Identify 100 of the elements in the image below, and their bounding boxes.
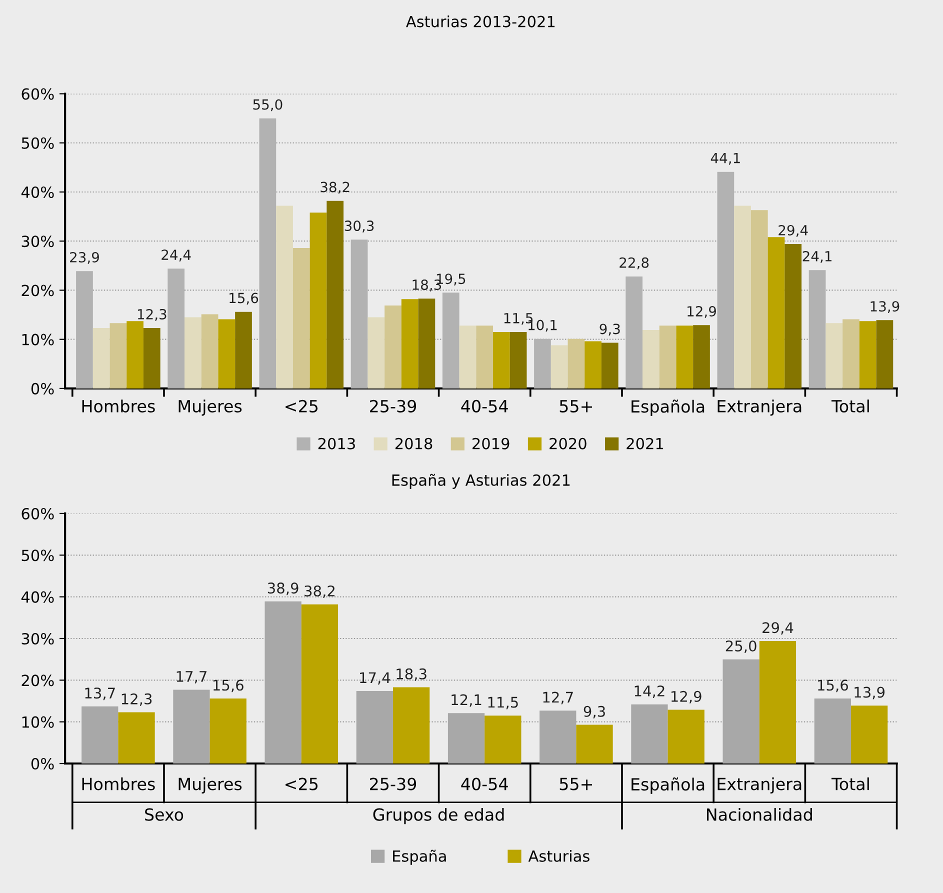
data-label: 24,4 bbox=[162, 250, 191, 262]
bar bbox=[510, 332, 527, 388]
bar bbox=[842, 319, 860, 388]
data-label: 14,2 bbox=[634, 685, 664, 698]
bar bbox=[459, 326, 476, 388]
data-label: 22,8 bbox=[620, 257, 649, 270]
bar bbox=[210, 698, 246, 764]
legend-label: 2021 bbox=[626, 438, 664, 450]
bar bbox=[584, 341, 602, 388]
bar bbox=[484, 716, 522, 764]
bar bbox=[676, 326, 694, 388]
bar bbox=[126, 321, 144, 388]
text: Nacionalidad bbox=[706, 808, 812, 821]
bar bbox=[493, 332, 510, 388]
bar bbox=[668, 710, 704, 764]
legend-label: 2019 bbox=[472, 438, 510, 450]
bar bbox=[722, 659, 760, 764]
bar bbox=[264, 601, 302, 764]
bar bbox=[784, 244, 802, 388]
bar bbox=[626, 276, 643, 388]
data-label: 29,4 bbox=[762, 622, 794, 635]
data-label: 11,5 bbox=[488, 696, 518, 710]
data-label: 23,9 bbox=[70, 252, 99, 264]
bar bbox=[876, 320, 894, 388]
x-tick-label: <25 bbox=[286, 400, 318, 412]
bar bbox=[310, 212, 327, 388]
bar bbox=[110, 323, 127, 388]
y-tick-label: 10% bbox=[22, 716, 54, 728]
bar bbox=[759, 640, 796, 764]
data-label: 25,0 bbox=[726, 640, 756, 653]
x-tick-label: Extranjera bbox=[718, 777, 802, 794]
data-label: 15,6 bbox=[230, 292, 258, 305]
legend-label: 2020 bbox=[550, 438, 586, 450]
data-label: 12,9 bbox=[671, 690, 702, 704]
bar bbox=[301, 604, 338, 764]
bar bbox=[734, 206, 751, 388]
data-label: 24,1 bbox=[802, 250, 832, 263]
x-tick-label: 55+ bbox=[560, 778, 592, 790]
x-tick-label: Hombres bbox=[82, 777, 155, 790]
bar bbox=[808, 270, 826, 388]
legend-label: 2018 bbox=[395, 438, 432, 450]
y-tick-label: 30% bbox=[22, 632, 54, 645]
bar bbox=[326, 200, 344, 388]
bar bbox=[218, 319, 236, 388]
x-tick-label: 25-39 bbox=[370, 778, 416, 790]
bar bbox=[659, 326, 676, 388]
y-tick-label: 30% bbox=[22, 236, 54, 248]
chart-title: España y Asturias 2021 bbox=[392, 474, 570, 489]
data-label: 38,2 bbox=[304, 585, 334, 598]
y-tick-label: 20% bbox=[22, 284, 54, 296]
x-tick-label: Mujeres bbox=[178, 777, 242, 794]
data-label: 15,6 bbox=[213, 680, 244, 692]
bar bbox=[418, 298, 436, 388]
data-label: 9,3 bbox=[584, 706, 605, 718]
data-label: 12,3 bbox=[122, 693, 152, 706]
text: Grupos de edad bbox=[373, 808, 504, 824]
bar bbox=[392, 687, 430, 764]
bar bbox=[442, 292, 460, 388]
legend-label: 2013 bbox=[318, 438, 355, 450]
bar bbox=[717, 172, 734, 388]
bar bbox=[476, 326, 494, 388]
x-tick-label: 25-39 bbox=[370, 400, 416, 412]
data-label: 17,7 bbox=[176, 671, 206, 684]
x-tick-label: 55+ bbox=[560, 400, 592, 412]
y-tick-label: 50% bbox=[22, 137, 54, 149]
bar bbox=[642, 330, 660, 388]
bar bbox=[76, 271, 93, 388]
data-label: 17,4 bbox=[360, 672, 390, 685]
bar bbox=[859, 321, 876, 388]
x-tick-label: 40-54 bbox=[461, 778, 508, 790]
bar bbox=[350, 240, 368, 388]
x-tick-label: <25 bbox=[286, 778, 318, 790]
data-label: 29,4 bbox=[778, 224, 808, 237]
data-label: 44,1 bbox=[710, 152, 740, 165]
bar bbox=[356, 691, 393, 764]
bar bbox=[448, 713, 485, 764]
bar bbox=[92, 328, 110, 388]
x-tick-label: Mujeres bbox=[178, 400, 242, 416]
bar bbox=[693, 325, 710, 388]
y-tick-label: 20% bbox=[22, 674, 54, 686]
y-tick-label: 60% bbox=[22, 88, 54, 100]
data-label: 13,9 bbox=[854, 686, 885, 700]
legend-label: España bbox=[393, 850, 446, 865]
bar bbox=[540, 710, 576, 764]
bar bbox=[826, 323, 843, 388]
bar bbox=[173, 690, 210, 764]
bar bbox=[82, 706, 118, 764]
data-label: 12,9 bbox=[688, 306, 716, 318]
bar bbox=[576, 724, 613, 764]
data-label: 12,1 bbox=[452, 694, 482, 707]
y-tick-label: 0% bbox=[31, 758, 54, 770]
data-label: 13,7 bbox=[85, 688, 115, 700]
data-label: 38,2 bbox=[320, 182, 350, 194]
y-tick-label: 60% bbox=[22, 508, 54, 520]
y-tick-label: 40% bbox=[21, 591, 54, 603]
x-tick-label: Hombres bbox=[82, 400, 155, 412]
bar bbox=[401, 299, 418, 388]
y-tick-label: 10% bbox=[22, 334, 54, 346]
bar bbox=[276, 206, 293, 388]
bar bbox=[235, 312, 252, 388]
